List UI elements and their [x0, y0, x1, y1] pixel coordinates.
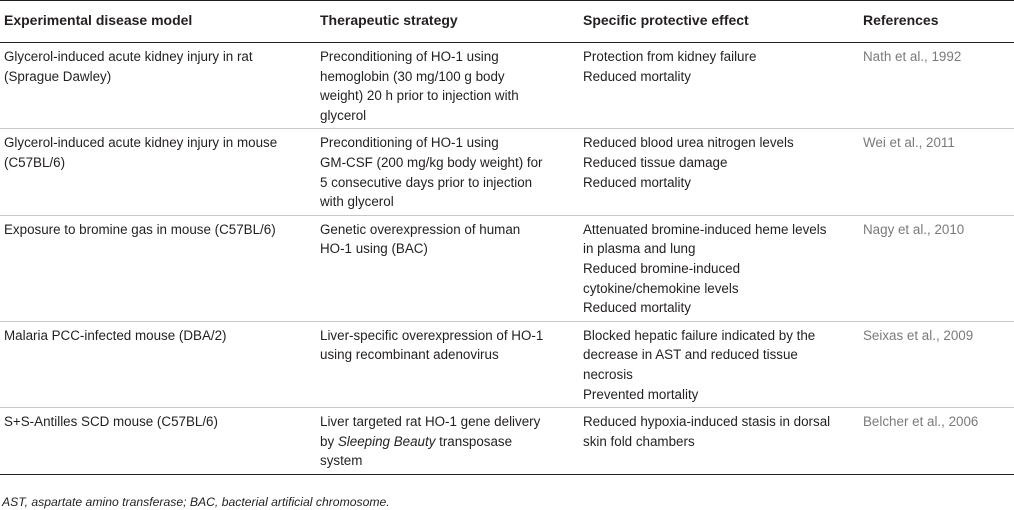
cell-therapeutic-strategy: Preconditioning of HO-1 using hemoglobin… — [312, 42, 573, 130]
cell-text-mixed: by Sleeping Beauty transposase — [320, 432, 569, 452]
cell-reference-link[interactable]: Nagy et al., 2010 — [863, 215, 1014, 322]
cell-disease-model: Malaria PCC-infected mouse (DBA/2) — [0, 321, 312, 409]
cell-text: hemoglobin (30 mg/100 g body — [320, 68, 505, 84]
cell-text: Liver-specific overexpression of HO-1 — [320, 327, 544, 343]
reference-link[interactable]: Nath et al., 1992 — [863, 49, 962, 64]
cell-text-italic: Sleeping Beauty — [337, 433, 436, 449]
cell-text: by — [320, 433, 338, 449]
cell-text: Protection from kidney failure — [583, 49, 757, 64]
cell-text: weight) 20 h prior to injection with — [320, 88, 519, 104]
protective-effects-table: Experimental disease model Therapeutic s… — [0, 0, 1014, 475]
table-row: Glycerol-induced acute kidney injury in … — [0, 42, 1014, 130]
cell-reference-link[interactable]: Wei et al., 2011 — [863, 128, 1014, 216]
cell-protective-effect: Blocked hepatic failure indicated by the… — [573, 321, 863, 409]
cell-text: HO-1 using (BAC) — [320, 241, 428, 257]
cell-protective-effect: Reduced blood urea nitrogen levels Reduc… — [573, 128, 863, 216]
cell-text: Reduced blood urea nitrogen levels — [583, 135, 794, 151]
cell-text: Reduced bromine-induced — [583, 260, 741, 276]
cell-text: Reduced mortality — [583, 300, 691, 316]
cell-therapeutic-strategy: Preconditioning of HO-1 using GM-CSF (20… — [312, 128, 573, 216]
table-header-row: Experimental disease model Therapeutic s… — [0, 0, 1014, 43]
cell-text: Attenuated bromine-induced heme levels — [583, 221, 827, 237]
cell-text: necrosis — [583, 366, 633, 382]
cell-text: skin fold chambers — [583, 433, 695, 449]
reference-link[interactable]: Seixas et al., 2009 — [863, 327, 974, 343]
reference-link[interactable]: Belcher et al., 2006 — [863, 414, 979, 430]
cell-text: glycerol — [320, 107, 367, 123]
cell-text: Exposure to bromine gas in mouse (C57BL/… — [4, 221, 276, 237]
cell-text: (Sprague Dawley) — [4, 68, 112, 84]
header-protective-effect: Specific protective effect — [573, 0, 863, 43]
reference-link[interactable]: Nagy et al., 2010 — [863, 221, 965, 237]
cell-text: Blocked hepatic failure indicated by the — [583, 327, 816, 343]
cell-disease-model: S+S-Antilles SCD mouse (C57BL/6) — [0, 407, 312, 475]
reference-link[interactable]: Wei et al., 2011 — [863, 135, 955, 151]
table-row: Exposure to bromine gas in mouse (C57BL/… — [0, 215, 1014, 322]
cell-text: Reduced tissue damage — [583, 154, 728, 170]
cell-disease-model: Glycerol-induced acute kidney injury in … — [0, 42, 312, 130]
table-row: Glycerol-induced acute kidney injury in … — [0, 128, 1014, 216]
header-therapeutic-strategy: Therapeutic strategy — [312, 0, 573, 43]
cell-text: (C57BL/6) — [4, 154, 66, 170]
cell-reference-link[interactable]: Seixas et al., 2009 — [863, 321, 1014, 409]
cell-text: Reduced mortality — [583, 174, 691, 190]
cell-protective-effect: Reduced hypoxia-induced stasis in dorsal… — [573, 407, 863, 475]
cell-text: 5 consecutive days prior to injection — [320, 174, 533, 190]
cell-text: GM-CSF (200 mg/kg body weight) for — [320, 154, 543, 170]
cell-text: using recombinant adenovirus — [320, 347, 499, 363]
cell-text: Glycerol-induced acute kidney injury in … — [4, 49, 253, 64]
cell-therapeutic-strategy: Liver targeted rat HO-1 gene delivery by… — [312, 407, 573, 475]
cell-protective-effect: Protection from kidney failure Reduced m… — [573, 42, 863, 130]
cell-text: with glycerol — [320, 194, 394, 210]
cell-reference-link[interactable]: Nath et al., 1992 — [863, 42, 1014, 130]
cell-text: Liver targeted rat HO-1 gene delivery — [320, 414, 541, 430]
cell-text: in plasma and lung — [583, 241, 696, 257]
cell-text: S+S-Antilles SCD mouse (C57BL/6) — [4, 414, 218, 430]
table-footnote: AST, aspartate amino transferase; BAC, b… — [2, 494, 390, 509]
cell-disease-model: Glycerol-induced acute kidney injury in … — [0, 128, 312, 216]
cell-therapeutic-strategy: Liver-specific overexpression of HO-1 us… — [312, 321, 573, 409]
cell-text: system — [320, 453, 363, 469]
cell-text: Genetic overexpression of human — [320, 221, 521, 237]
cell-text: Preconditioning of HO-1 using — [320, 49, 499, 64]
cell-text: Reduced hypoxia-induced stasis in dorsal — [583, 414, 831, 430]
table-row: S+S-Antilles SCD mouse (C57BL/6) Liver t… — [0, 407, 1014, 475]
cell-text: Prevented mortality — [583, 386, 699, 402]
header-references: References — [863, 0, 1014, 43]
cell-text: cytokine/chemokine levels — [583, 280, 739, 296]
cell-protective-effect: Attenuated bromine-induced heme levels i… — [573, 215, 863, 322]
cell-therapeutic-strategy: Genetic overexpression of human HO-1 usi… — [312, 215, 573, 322]
cell-reference-link[interactable]: Belcher et al., 2006 — [863, 407, 1014, 475]
cell-text: Preconditioning of HO-1 using — [320, 135, 499, 151]
cell-disease-model: Exposure to bromine gas in mouse (C57BL/… — [0, 215, 312, 322]
cell-text: transposase — [435, 433, 513, 449]
cell-text: Reduced mortality — [583, 68, 691, 84]
cell-text: Glycerol-induced acute kidney injury in … — [4, 135, 278, 151]
cell-text: Malaria PCC-infected mouse (DBA/2) — [4, 327, 227, 343]
header-disease-model: Experimental disease model — [0, 0, 312, 43]
cell-text: decrease in AST and reduced tissue — [583, 347, 798, 363]
table-row: Malaria PCC-infected mouse (DBA/2) Liver… — [0, 321, 1014, 409]
